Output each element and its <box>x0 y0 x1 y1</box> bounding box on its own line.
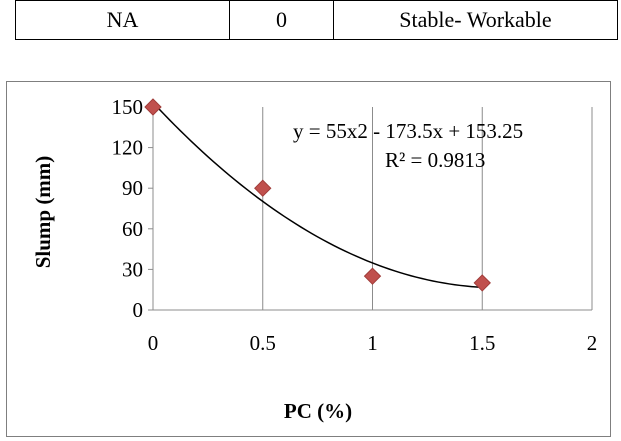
data-point <box>363 267 382 285</box>
y-tick-label: 60 <box>122 217 143 241</box>
table-cell-na: NA <box>15 0 230 40</box>
table-cell-value: 0 <box>229 0 334 40</box>
x-tick-label: 0 <box>148 331 159 355</box>
axes <box>148 106 592 311</box>
data-point <box>473 274 491 292</box>
table-row: NA 0 Stable- Workable <box>15 0 618 40</box>
data-point <box>144 98 162 116</box>
data-point <box>254 179 272 197</box>
x-tick-label: 0.5 <box>250 331 276 355</box>
data-points <box>144 98 491 292</box>
y-tick-label: 0 <box>133 298 144 322</box>
tick-labels: 0 0.5 1 1.5 2 0 30 60 90 120 150 <box>112 95 598 355</box>
y-axis-title: Slump (mm) <box>31 156 55 269</box>
x-axis-title: PC (%) <box>284 399 352 423</box>
x-tick-label: 2 <box>587 331 598 355</box>
x-tick-label: 1 <box>367 331 378 355</box>
y-tick-label: 90 <box>122 176 143 200</box>
equation-label: y = 55x2 - 173.5x + 153.25 <box>293 119 523 143</box>
r-squared-label: R² = 0.9813 <box>385 148 485 172</box>
chart-area <box>6 81 611 437</box>
y-tick-label: 150 <box>112 95 144 119</box>
x-tick-label: 1.5 <box>469 331 495 355</box>
table-cell-status: Stable- Workable <box>333 0 618 40</box>
y-tick-label: 120 <box>112 136 144 160</box>
y-tick-label: 30 <box>122 257 143 281</box>
trendline <box>152 102 483 289</box>
data-table: NA 0 Stable- Workable <box>15 0 618 40</box>
